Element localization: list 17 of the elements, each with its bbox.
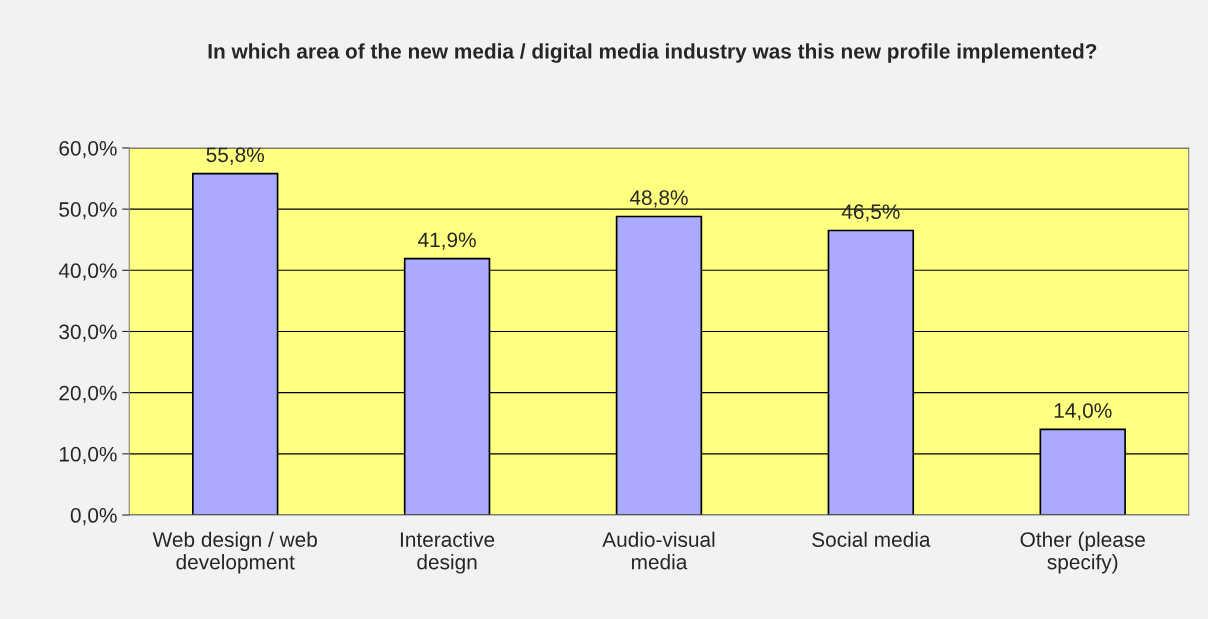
data-label: 14,0%	[1054, 403, 1112, 421]
x-tick-label: Other (please specify)	[1020, 531, 1145, 574]
chart-title: In which area of the new media / digital media industry was this new profile implemented?	[208, 43, 1097, 63]
y-tick-label: 10,0%	[59, 446, 117, 465]
y-tick-label: 30,0%	[59, 324, 117, 342]
x-tick-label: Social media	[812, 531, 931, 547]
y-tick-label: 60,0%	[59, 140, 117, 159]
data-label: 48,8%	[629, 190, 688, 208]
data-label: 55,8%	[206, 147, 264, 165]
y-tick-label: 50,0%	[59, 202, 117, 220]
x-tick-label: Web design / web development	[152, 531, 317, 574]
x-tick-label: Interactive design	[400, 531, 495, 574]
data-label: 41,9%	[418, 232, 476, 250]
y-tick-label: 40,0%	[58, 263, 117, 281]
y-tick-label: 20,0%	[59, 385, 117, 403]
x-tick-label: Audio-visual media	[602, 531, 715, 570]
y-tick-label: 0,0%	[70, 508, 117, 526]
